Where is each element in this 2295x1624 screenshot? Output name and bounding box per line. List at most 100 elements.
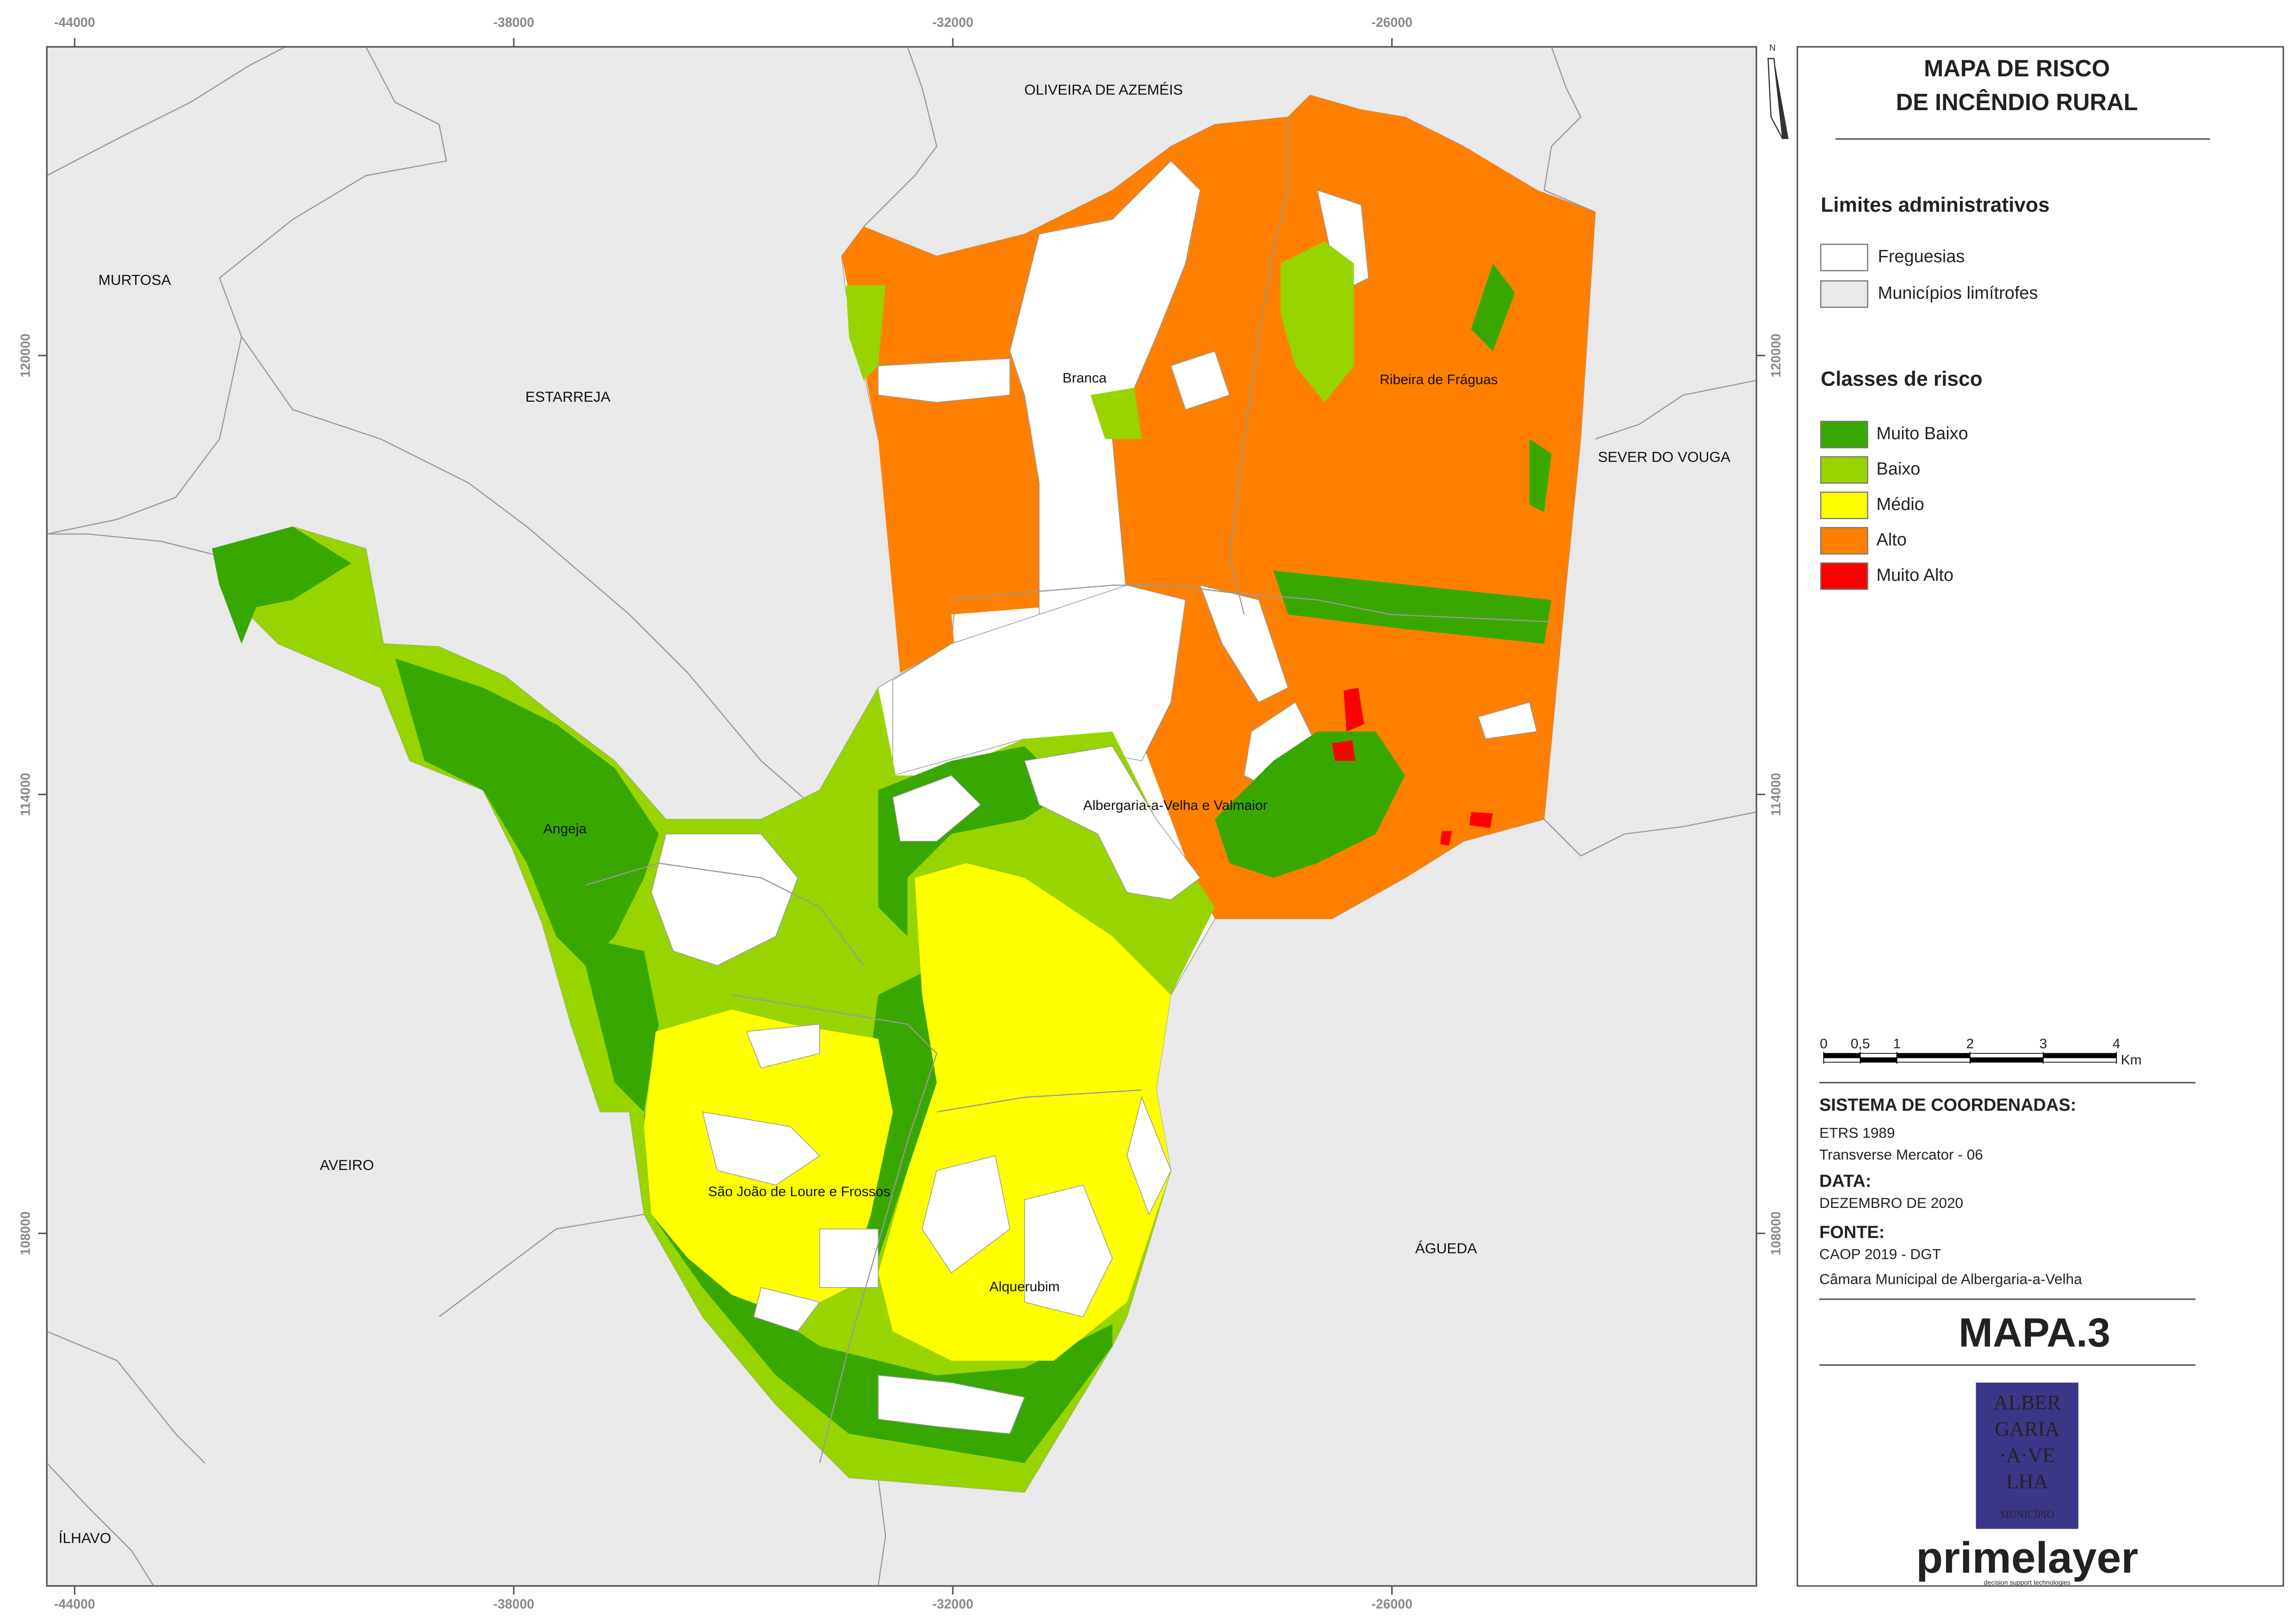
- map-shape: [1543, 811, 1757, 857]
- legend-label: Muito Baixo: [1876, 424, 1968, 443]
- logo-text: LHA: [2006, 1470, 2048, 1493]
- info-heading: FONTE:: [1819, 1223, 1885, 1242]
- parish-label: Albergaria-a-Velha e Valmaior: [1083, 798, 1267, 813]
- scale-label: 3: [2040, 1036, 2047, 1052]
- y-coordinate-label: 120000: [1769, 334, 1784, 378]
- scale-segment: [1860, 1057, 1897, 1063]
- municipality-label: ÍLHAVO: [59, 1530, 112, 1546]
- scale-label: 4: [2113, 1036, 2121, 1052]
- scale-segment: [1970, 1057, 2044, 1063]
- scale-segment: [1896, 1053, 1971, 1058]
- risk-zone: [1214, 731, 1406, 878]
- panel-title: MAPA DE RISCO: [1924, 55, 2110, 81]
- x-coordinate-label: -38000: [493, 1597, 535, 1612]
- parish-area: [877, 1375, 1025, 1434]
- map-shape: [732, 994, 938, 1463]
- info-text: CAOP 2019 - DGT: [1819, 1246, 1941, 1263]
- x-coordinate-label: -26000: [1371, 15, 1412, 30]
- risk-zone: [1440, 831, 1452, 846]
- scale-segment: [1970, 1053, 2044, 1058]
- map-shape: [47, 533, 220, 557]
- parish-label: Ribeira de Fráguas: [1380, 372, 1498, 387]
- y-coordinate-label: 120000: [18, 334, 33, 378]
- map-shape: [585, 862, 864, 966]
- parish-area: [892, 775, 982, 842]
- map-shape: [1595, 380, 1757, 440]
- map-shape: [1229, 117, 1289, 615]
- risk-zone: [1471, 263, 1515, 351]
- map-shape: [46, 46, 448, 535]
- parish-area: [702, 1111, 821, 1186]
- legend-heading: Classes de risco: [1821, 368, 1982, 391]
- map-shape: [936, 1089, 1142, 1113]
- parish-area: [1009, 160, 1201, 615]
- risk-zone: [395, 658, 659, 966]
- parish-area: [1478, 702, 1537, 740]
- legend-heading: Limites administrativos: [1821, 193, 2049, 216]
- parish-area: [921, 1155, 1011, 1274]
- municipality-label: ÁGUEDA: [1415, 1240, 1477, 1257]
- map-shape: [46, 1462, 155, 1587]
- legend-swatch: [1820, 456, 1868, 484]
- y-coordinate-label: 114000: [1769, 773, 1784, 816]
- parish-area: [1170, 350, 1230, 411]
- scale-label: 0: [1820, 1036, 1828, 1052]
- parish-borders: [585, 117, 1552, 1463]
- risk-zone: [578, 936, 659, 1112]
- x-coordinate-label: -44000: [54, 1597, 95, 1612]
- info-heading: SISTEMA DE COORDENADAS:: [1819, 1095, 2076, 1115]
- parish-area: [819, 1228, 879, 1288]
- neighbor-borders: [46, 46, 1757, 1587]
- risk-zone: [1529, 439, 1552, 512]
- parish-area: [746, 1024, 820, 1069]
- map-shape: [46, 1331, 205, 1464]
- municipality-logo: ALBER GARIA ·A·VE LHA MUNICÍPIO: [1976, 1382, 2078, 1529]
- logo-text: ALBER: [1994, 1391, 2061, 1414]
- legend-swatch: [1820, 243, 1868, 272]
- y-coordinate-label: 114000: [18, 773, 33, 816]
- risk-zone: [1331, 740, 1356, 761]
- x-coordinate-label: -26000: [1371, 1597, 1412, 1612]
- scale-segment: [1896, 1057, 1971, 1063]
- risk-zone: [1090, 387, 1142, 439]
- scale-label: 0,5: [1851, 1036, 1870, 1052]
- legend-label: Municípios limítrofes: [1878, 283, 2038, 303]
- legend-swatch: [1820, 421, 1868, 448]
- parish-area: [877, 358, 1011, 403]
- parish-area: [1200, 585, 1289, 703]
- risk-zone: [644, 1112, 1113, 1463]
- company-tagline: decision support technologies: [1984, 1579, 2071, 1587]
- parish-area: [1024, 746, 1201, 901]
- parish-label: Alquerubim: [989, 1279, 1060, 1294]
- legend-label: Freguesias: [1878, 247, 1965, 266]
- legend-swatch: [1820, 280, 1868, 308]
- logo-text: ·A·VE: [1999, 1444, 2055, 1467]
- legend-swatch: [1820, 492, 1868, 519]
- map-shape: [951, 585, 1552, 622]
- scale-unit: Km: [2121, 1052, 2142, 1068]
- info-text: ETRS 1989: [1819, 1124, 1895, 1141]
- company-logo: primelayer: [1916, 1533, 2138, 1582]
- logo-box: [1976, 1382, 2078, 1529]
- municipality-label: SEVER DO VOUGA: [1598, 448, 1731, 465]
- scale-segment: [2043, 1053, 2117, 1058]
- risk-zone: [846, 285, 886, 380]
- risk-zone: [212, 527, 352, 644]
- scale-segment: [1823, 1057, 1861, 1063]
- scale-segment: [2043, 1057, 2117, 1063]
- north-label: N: [1769, 43, 1776, 53]
- info-text: DEZEMBRO DE 2020: [1819, 1195, 1963, 1211]
- parish-label: Branca: [1063, 371, 1107, 386]
- x-coordinate-label: -38000: [493, 15, 535, 30]
- legend-label: Médio: [1876, 495, 1924, 514]
- legend-swatch: [1820, 527, 1868, 555]
- map-border: [46, 46, 1757, 1587]
- parish-label: São João de Loure e Frossos: [708, 1184, 890, 1199]
- legend-swatch: [1820, 562, 1868, 590]
- map-id: MAPA.3: [1959, 1310, 2110, 1356]
- x-coordinate-label: -32000: [933, 1597, 974, 1612]
- side-panel: [1797, 46, 2284, 1587]
- legend-label: Alto: [1876, 530, 1906, 549]
- logo-caption: MUNICÍPIO: [2000, 1509, 2054, 1520]
